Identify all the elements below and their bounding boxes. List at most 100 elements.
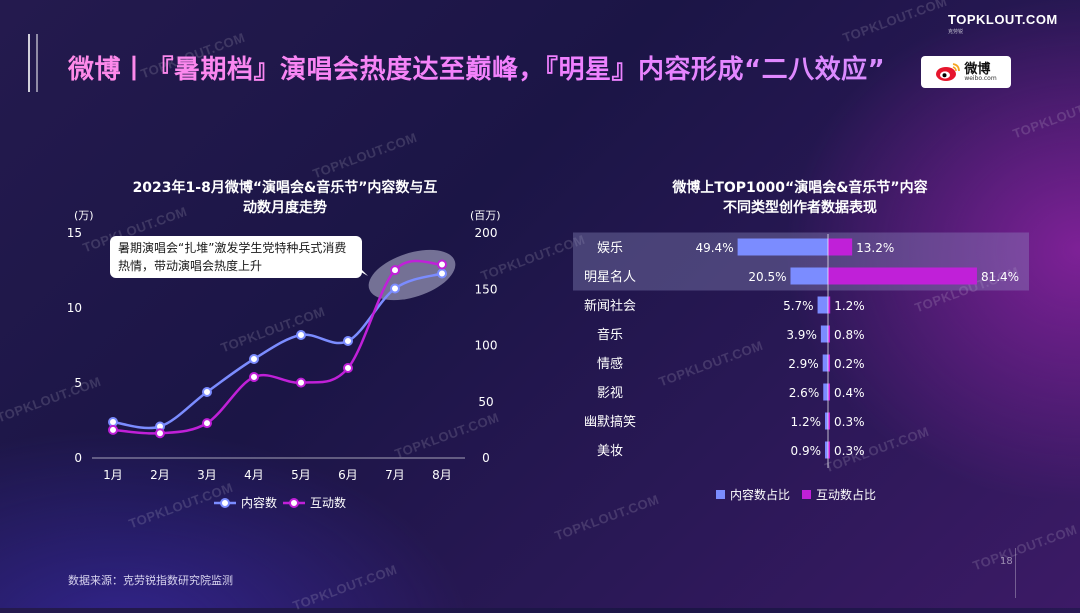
y-left-tick-label: 0: [74, 451, 82, 465]
watermark: TOPKLOUT.COM: [290, 561, 400, 613]
data-point-interact: [437, 259, 447, 270]
data-point-content: [296, 330, 306, 340]
bar-value-label-content: 2.9%: [788, 357, 819, 371]
y-left-tick-label: 10: [67, 301, 82, 315]
y-left-unit: (万): [74, 209, 94, 222]
category-label: 影视: [597, 386, 623, 401]
category-label: 情感: [597, 356, 623, 372]
data-point-content: [249, 354, 259, 364]
line-chart-title-line: 2023年1-8月微博“演唱会&音乐节”内容数与互: [132, 180, 438, 196]
line-chart-title: 2023年1-8月微博“演唱会&音乐节”内容数与互 动数月度走势: [95, 178, 475, 218]
bar-value-label-content: 1.2%: [791, 415, 822, 429]
watermark: TOPKLOUT.COM: [552, 491, 662, 544]
legend-label-content: 内容数: [241, 495, 277, 510]
line-chart-legend: 内容数 互动数: [214, 495, 346, 510]
category-label: 音乐: [597, 327, 623, 343]
bar-content-share: [823, 383, 828, 401]
category-label: 幽默搞笑: [584, 414, 636, 430]
watermark: TOPKLOUT.COM: [970, 521, 1080, 574]
bar-value-label-content: 2.6%: [789, 386, 820, 400]
bar-chart-title: 微博上TOP1000“演唱会&音乐节”内容 不同类型创作者数据表现: [600, 178, 1000, 218]
x-tick-label: 6月: [338, 468, 358, 482]
weibo-eye-icon: [936, 63, 961, 81]
data-point-interact: [296, 377, 306, 388]
y-right-tick-label: 50: [478, 395, 493, 409]
highlight-band: [573, 232, 1029, 262]
bar-chart-legend: 内容数占比 互动数占比: [716, 487, 876, 502]
data-point-content: [437, 268, 447, 279]
x-tick-label: 8月: [432, 468, 452, 482]
legend-marker-interact: [289, 498, 299, 508]
y-right-tick-label: 100: [475, 339, 498, 353]
bar-interact-share: [828, 325, 830, 343]
x-tick-label: 4月: [244, 468, 264, 482]
legend-label-interact-share: 互动数占比: [816, 487, 876, 502]
peak-highlight: [368, 249, 456, 301]
footer-divider: [1015, 548, 1016, 598]
category-label: 明星名人: [584, 269, 636, 285]
x-tick-label: 5月: [291, 468, 311, 482]
data-point-content: [343, 336, 353, 346]
bar-value-label-interact: 13.2%: [856, 241, 894, 255]
watermark: TOPKLOUT.COM: [478, 231, 588, 284]
weibo-logo-sub: weibo.com: [964, 74, 997, 82]
x-tick-label: 2月: [150, 468, 170, 482]
category-label: 娱乐: [597, 241, 623, 256]
bar-interact-share: [828, 267, 977, 285]
line-chart-title-line: 动数月度走势: [243, 200, 327, 216]
bar-value-label-interact: 1.2%: [834, 299, 865, 313]
brand-logo: TOPKLOUT.COM: [948, 12, 1058, 27]
legend-label-interact: 互动数: [310, 495, 346, 510]
page-number: 18: [1000, 556, 1013, 567]
watermark: TOPKLOUT.COM: [1010, 89, 1080, 142]
watermark: TOPKLOUT.COM: [822, 423, 932, 476]
bar-interact-share: [828, 354, 830, 372]
annotation-text: 暑期演唱会“扎堆”激发学生党特种兵式消费热情，带动演唱会热度上升: [118, 241, 347, 273]
y-left-tick-label: 15: [67, 226, 82, 240]
data-point-content: [155, 421, 165, 432]
bar-value-label-interact: 0.4%: [834, 386, 865, 400]
series-line-interact: [112, 259, 443, 435]
bar-value-label-content: 49.4%: [695, 241, 733, 255]
data-point-interact: [155, 428, 165, 439]
x-tick-label: 3月: [197, 468, 217, 482]
bar-content-share: [825, 441, 828, 459]
decorative-lines: [28, 34, 48, 92]
category-label: 美妆: [597, 444, 623, 459]
legend-swatch-interact-share: [802, 490, 811, 499]
y-right-tick-label: 200: [475, 226, 498, 240]
watermark: TOPKLOUT.COM: [126, 479, 236, 532]
bar-value-label-interact: 0.3%: [834, 415, 865, 429]
bar-content-share: [822, 354, 828, 372]
bar-content-share: [820, 325, 828, 343]
watermark: TOPKLOUT.COM: [392, 409, 502, 462]
weibo-logo: 微博 weibo.com: [921, 56, 1011, 88]
bar-value-label-content: 0.9%: [791, 444, 822, 458]
bar-chart-title-line: 不同类型创作者数据表现: [723, 200, 877, 216]
bar-interact-share: [828, 441, 830, 459]
bar-value-label-interact: 0.8%: [834, 328, 865, 342]
bar-interact-share: [828, 238, 853, 256]
data-point-interact: [390, 265, 400, 276]
callout-pointer: [340, 260, 368, 276]
watermark: TOPKLOUT.COM: [656, 337, 766, 390]
category-label: 新闻社会: [584, 298, 636, 314]
bar-value-label-interact: 0.2%: [834, 357, 865, 371]
data-point-interact: [108, 424, 118, 435]
watermark: TOPKLOUT.COM: [840, 0, 950, 46]
legend-swatch-content-share: [716, 490, 725, 499]
bar-interact-share: [828, 383, 830, 401]
chart-annotation-callout: 暑期演唱会“扎堆”激发学生党特种兵式消费热情，带动演唱会热度上升: [110, 236, 362, 278]
page-title: 微博丨『暑期档』演唱会热度达至巅峰，『明星』内容形成“二八效应”: [68, 49, 885, 86]
weibo-logo-text: 微博: [964, 61, 991, 77]
bar-content-share: [790, 267, 828, 285]
data-point-interact: [202, 418, 212, 429]
x-tick-label: 1月: [103, 468, 123, 482]
brand-subtitle: 克劳锐: [948, 29, 964, 35]
data-source-note: 数据来源：克劳锐指数研究院监测: [68, 574, 233, 587]
bar-value-label-content: 3.9%: [786, 328, 817, 342]
bar-interact-share: [828, 412, 830, 430]
data-point-content: [202, 387, 212, 397]
y-right-tick-label: 150: [475, 282, 498, 296]
data-point-content: [108, 417, 118, 427]
